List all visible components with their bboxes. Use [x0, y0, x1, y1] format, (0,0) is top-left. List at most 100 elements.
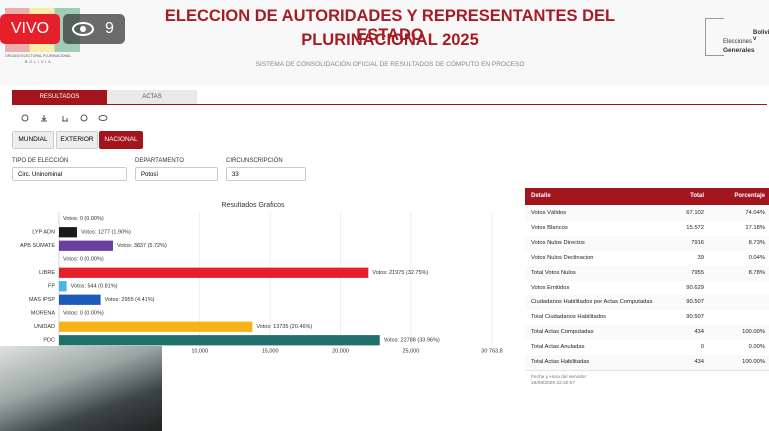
brand-frame: [705, 18, 724, 56]
x-tick-label: 30 763,8: [481, 348, 502, 354]
table-cell: 434: [694, 329, 704, 336]
brand-text: Elecciones: [723, 39, 753, 45]
x-tick-label: 25,000: [402, 348, 419, 354]
scope-button-active[interactable]: NACIONAL: [99, 131, 143, 149]
table-row: Total Ciudadanos Habilitados 90.507: [525, 310, 769, 327]
table-row: Ciudadanos Habilitados por Actas Computa…: [525, 295, 769, 312]
table-row: Votos Emitidos 90.629: [525, 280, 769, 297]
logo-text: ORGANO ELECTORAL PLURINACIONAL: [5, 54, 72, 58]
table-cell: Votos Emitidos: [531, 284, 570, 291]
toolbar: [21, 114, 108, 122]
filter-select[interactable]: Circ. Uninominal: [12, 167, 127, 181]
value-label: Votos: 2955 (4.41%): [105, 297, 155, 303]
table-cell: Total Actas Anuladas: [531, 344, 585, 351]
table-cell: 15.572: [686, 224, 704, 231]
tab-rule: [12, 104, 767, 105]
table-cell: Votos Nulos Declinacion: [531, 254, 594, 261]
summary-table: Detalle Total Porcentaje Votos Válidos 67.10…: [525, 188, 769, 398]
x-tick-label: 10,000: [191, 348, 208, 354]
table-cell: 7955: [691, 269, 704, 276]
table-row: Total Actas Habilitadas 434 100.00%: [525, 355, 769, 371]
table-cell: 90.629: [686, 284, 704, 291]
filter-label: TIPO DE ELECCIÓN: [12, 158, 69, 164]
value-label: Votos: 544 (0.81%): [71, 284, 118, 290]
page-title: PLURINACIONAL 2025: [301, 31, 479, 49]
table-cell: Total Actas Computadas: [531, 329, 594, 336]
y-tick-label: LYP ADN: [32, 230, 55, 236]
value-label: Votos: 0 (0.00%): [63, 311, 104, 317]
table-cell: 0.00%: [748, 344, 765, 351]
value-label: Votos: 3837 (5.72%): [117, 243, 167, 249]
value-label: Votos: 13735 (20.46%): [256, 324, 312, 330]
table-row: Total Actas Anuladas 0 0.00%: [525, 340, 769, 357]
chart-icon[interactable]: [62, 116, 68, 122]
filter-select[interactable]: 33: [226, 167, 306, 181]
bar: [59, 281, 67, 292]
value-label: Votos: 0 (0.00%): [63, 257, 104, 263]
filter-select[interactable]: Potosí: [135, 167, 218, 181]
brand-text: Bolivia v: [753, 30, 769, 42]
table-cell: Ciudadanos Habilitados por Actas Computa…: [531, 299, 653, 306]
help-icon[interactable]: [80, 114, 88, 122]
y-tick-label: UNIDAD: [34, 324, 55, 330]
bar: [59, 335, 380, 346]
table-cell: 90.507: [686, 314, 704, 321]
scope-button[interactable]: EXTERIOR: [56, 131, 98, 149]
eye-icon: [72, 22, 94, 36]
table-cell: Votos Válidos: [531, 210, 567, 216]
bar: [59, 240, 114, 251]
table-cell: 0.04%: [748, 254, 765, 261]
table-row: Votos Válidos 67.102 74.04%: [525, 206, 769, 222]
tab-active[interactable]: RESULTADOS: [12, 90, 107, 104]
table-cell: 8.73%: [748, 239, 765, 246]
bar: [59, 294, 101, 305]
table-footer: 18/08/2025 22:32:57: [531, 381, 576, 386]
table-cell: 67.102: [686, 210, 704, 216]
table-cell: 434: [694, 359, 704, 365]
viewer-count: 9: [105, 20, 114, 37]
bar: [59, 267, 369, 278]
bar: [59, 227, 77, 238]
download-icon[interactable]: [41, 115, 47, 122]
y-tick-label: LIBRE: [39, 270, 55, 276]
table-footer: Fecha y Hora del servidor:: [531, 375, 588, 380]
x-tick-label: 20,000: [332, 348, 349, 354]
brand-text: Generales: [723, 47, 755, 54]
value-label: Votos: 0 (0.00%): [63, 216, 104, 222]
table-cell: 0: [700, 344, 704, 351]
table-cell: 90.507: [686, 299, 704, 306]
chart: Resultados Graficos 10,000 15,000 20,000 25…: [20, 202, 503, 355]
table-cell: Votos Nulos Directos: [531, 239, 585, 246]
page-title: ELECCION DE AUTORIDADES Y REPRESENTANTES…: [164, 7, 616, 44]
table-cell: 39: [697, 254, 704, 261]
table-header-cell: Total: [690, 193, 704, 199]
table-row: Total Votos Nulos 7955 8.78%: [525, 265, 769, 282]
table-row: Votos Nulos Declinacion 39 0.04%: [525, 250, 769, 267]
table-header: [525, 188, 769, 205]
tab[interactable]: ACTAS: [107, 90, 197, 104]
y-tick-label: PDC: [43, 338, 55, 344]
table-cell: Votos Blancos: [531, 224, 568, 231]
value-label: Votos: 22788 (33.96%): [384, 338, 440, 344]
y-tick-label: FP: [48, 284, 55, 290]
table-header-cell: Porcentaje: [734, 193, 765, 199]
webcam-overlay: [0, 346, 162, 431]
header: [0, 0, 769, 100]
table-cell: Total Votos Nulos: [531, 269, 576, 276]
y-tick-label: MAS IPSP: [29, 297, 55, 303]
subtitle: SISTEMA DE CONSOLIDACIÓN OFICIAL DE RESU…: [255, 61, 525, 68]
logo-country: BOLIVIA: [25, 60, 53, 64]
table-header-cell: Detalle: [531, 193, 551, 199]
brand-logo: Bolivia v Elecciones Generales: [705, 18, 769, 62]
table-cell: 100.00%: [742, 329, 765, 336]
table-row: Total Actas Computadas 434 100.00%: [525, 325, 769, 342]
table-cell: Total Ciudadanos Habilitados: [531, 314, 607, 321]
view-icon[interactable]: [98, 115, 108, 121]
refresh-icon[interactable]: [21, 114, 29, 122]
scope-button[interactable]: MUNDIAL: [12, 131, 54, 149]
table-row: Votos Blancos 15.572 17.18%: [525, 220, 769, 237]
y-tick-label: MORENA: [31, 311, 55, 317]
table-cell: 8.78%: [748, 269, 765, 276]
table-cell: 100.00%: [742, 359, 765, 365]
